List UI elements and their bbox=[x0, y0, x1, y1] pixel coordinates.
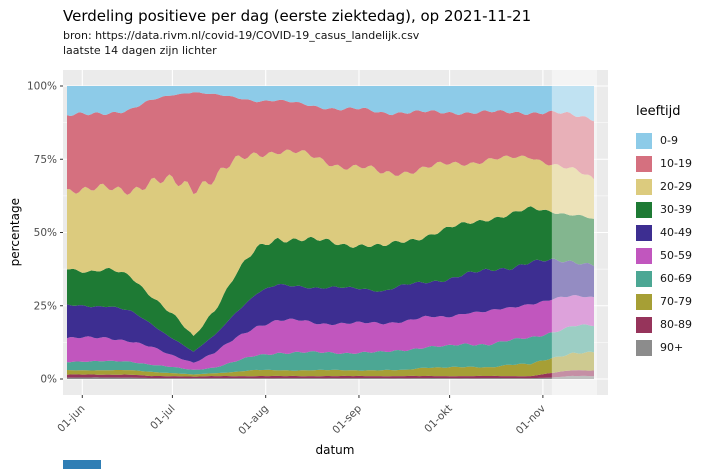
area-30-39 bbox=[67, 206, 594, 352]
legend-item-20-29: 20-29 bbox=[636, 175, 692, 198]
area-70-79 bbox=[67, 351, 594, 377]
legend-swatch bbox=[636, 132, 652, 149]
legend-swatch bbox=[636, 339, 652, 356]
legend-item-60-69: 60-69 bbox=[636, 267, 692, 290]
x-tick-label: 01-aug bbox=[236, 403, 271, 438]
legend-label: 90+ bbox=[660, 341, 684, 354]
legend-item-80-89: 80-89 bbox=[636, 313, 692, 336]
legend-item-50-59: 50-59 bbox=[636, 244, 692, 267]
legend-item-70-79: 70-79 bbox=[636, 290, 692, 313]
area-90+ bbox=[67, 375, 594, 379]
legend-label: 40-49 bbox=[660, 226, 692, 239]
area-50-59 bbox=[67, 295, 594, 370]
x-tick-label: 01-okt bbox=[422, 403, 455, 436]
x-tick-label: 01-nov bbox=[514, 403, 548, 437]
legend-item-40-49: 40-49 bbox=[636, 221, 692, 244]
x-axis-label: datum bbox=[315, 443, 355, 457]
legend-item-90+: 90+ bbox=[636, 336, 692, 359]
y-tick-label: 75% bbox=[34, 154, 57, 166]
legend-swatch bbox=[636, 293, 652, 310]
legend-label: 30-39 bbox=[660, 203, 692, 216]
area-10-19 bbox=[67, 92, 594, 195]
legend-label: 10-19 bbox=[660, 157, 692, 170]
legend-label: 60-69 bbox=[660, 272, 692, 285]
legend-label: 0-9 bbox=[660, 134, 678, 147]
legend-swatch bbox=[636, 201, 652, 218]
legend-swatch bbox=[636, 247, 652, 264]
y-tick-label: 0% bbox=[40, 374, 57, 386]
x-tick-label: 01-sep bbox=[330, 402, 364, 436]
legend-label: 80-89 bbox=[660, 318, 692, 331]
legend-items: 0-9 10-19 20-29 30-39 40-49 50-59 60-69 70-79 80… bbox=[636, 129, 692, 359]
legend-swatch bbox=[636, 270, 652, 287]
legend-label: 50-59 bbox=[660, 249, 692, 262]
legend-swatch bbox=[636, 155, 652, 172]
legend-item-10-19: 10-19 bbox=[636, 152, 692, 175]
bottom-left-artifact bbox=[63, 460, 101, 469]
legend-label: 70-79 bbox=[660, 295, 692, 308]
note-line: laatste 14 dagen zijn lichter bbox=[63, 44, 217, 57]
legend-swatch bbox=[636, 224, 652, 241]
area-20-29 bbox=[67, 149, 594, 336]
area-80-89 bbox=[67, 370, 594, 379]
x-tick-label: 01-jul bbox=[148, 403, 177, 432]
area-0-9 bbox=[67, 86, 594, 122]
legend-label: 20-29 bbox=[660, 180, 692, 193]
legend-item-30-39: 30-39 bbox=[636, 198, 692, 221]
legend: leeftijd 0-9 10-19 20-29 30-39 40-49 50-59 60-… bbox=[636, 104, 692, 359]
legend-item-0-9: 0-9 bbox=[636, 129, 692, 152]
source-line: bron: https://data.rivm.nl/covid-19/COVI… bbox=[63, 29, 420, 42]
recent-days-overlay bbox=[551, 70, 597, 395]
y-tick-label: 25% bbox=[34, 300, 57, 312]
x-tick-label: 01-jun bbox=[55, 403, 87, 435]
legend-swatch bbox=[636, 316, 652, 333]
y-tick-label: 50% bbox=[34, 227, 57, 239]
legend-swatch bbox=[636, 178, 652, 195]
y-tick-label: 100% bbox=[27, 81, 57, 93]
legend-title: leeftijd bbox=[636, 104, 681, 119]
page-title: Verdeling positieve per dag (eerste ziek… bbox=[63, 7, 532, 25]
area-40-49 bbox=[67, 258, 594, 363]
area-60-69 bbox=[67, 324, 594, 375]
